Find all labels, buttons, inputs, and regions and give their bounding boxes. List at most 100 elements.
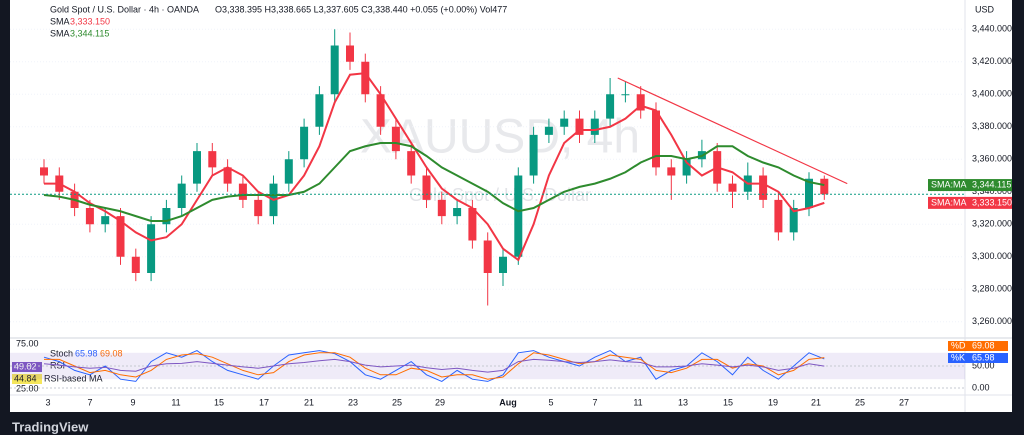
- candle-body: [85, 208, 94, 225]
- x-tick-label: 17: [259, 397, 269, 407]
- candle-body: [407, 151, 416, 176]
- osc-tag-value: 65.98: [972, 352, 995, 362]
- stoch-title: Stoch: [50, 348, 73, 358]
- sma-value: 3,344.115: [70, 28, 109, 38]
- x-tick-label: 15: [723, 397, 733, 407]
- y-tick-label: 3,380.000: [972, 121, 1012, 131]
- rsi-ma-tag: [12, 374, 42, 384]
- symbol-title: Gold Spot / U.S. Dollar · 4h · OANDA: [50, 4, 199, 14]
- trendline: [617, 77, 848, 185]
- sma-tag-name: SMA:MA: [931, 197, 967, 207]
- x-tick-label: 27: [899, 397, 909, 407]
- candle-body: [483, 240, 492, 273]
- sma-tag: [928, 196, 1012, 209]
- candle-body: [330, 45, 339, 95]
- candle-body: [208, 151, 217, 168]
- x-tick-label: 19: [768, 397, 778, 407]
- candle-body: [391, 126, 400, 152]
- candle-body: [116, 216, 125, 257]
- candle-body: [544, 126, 553, 135]
- candle-body: [575, 118, 584, 135]
- osc-line: [43, 350, 825, 382]
- candle-body: [759, 175, 768, 200]
- ohlc: O3,338.395 H3,338.665 L3,337.605 C3,338.…: [215, 4, 507, 14]
- candle-body: [514, 175, 523, 257]
- candle-body: [223, 167, 232, 184]
- rsi-ma-title: RSI-based MA: [44, 373, 103, 383]
- stoch-d: 69.08: [100, 348, 123, 358]
- candle-body: [131, 256, 140, 273]
- candle-body: [499, 256, 507, 273]
- candle-body: [820, 178, 829, 195]
- candle-body: [346, 45, 354, 62]
- x-tick-label: 9: [130, 397, 135, 407]
- panel: [10, 0, 1012, 412]
- candle-body: [529, 134, 538, 176]
- osc-tag: [948, 353, 1008, 363]
- candle-body: [667, 167, 676, 176]
- candle-body: [193, 151, 201, 184]
- candle-body: [606, 94, 615, 119]
- rsi-tag: [12, 362, 42, 372]
- candle-body: [805, 178, 813, 208]
- candle-body: [621, 94, 630, 96]
- candle-body: [300, 126, 309, 160]
- x-tick-label: 7: [87, 397, 92, 407]
- osc-line: [43, 358, 825, 373]
- candle-body: [361, 61, 370, 95]
- candle-body: [560, 118, 569, 127]
- candle-body: [315, 94, 324, 127]
- sma-tag: [928, 179, 1012, 192]
- candle-body: [376, 94, 385, 127]
- candle-body: [774, 199, 783, 233]
- x-tick-label: 15: [214, 397, 224, 407]
- brand: TradingView: [12, 419, 89, 434]
- candle-body: [590, 118, 599, 135]
- x-tick-label: 29: [435, 397, 445, 407]
- x-tick-label: 25: [392, 397, 402, 407]
- candle-body: [728, 183, 737, 192]
- osc-tag-value: 69.08: [972, 340, 995, 350]
- x-tick-label: 11: [171, 397, 180, 407]
- x-tick-label: 21: [304, 397, 314, 407]
- sma-tag-value: 3,344.115: [972, 179, 1011, 189]
- y-tick-label: 3,420.000: [972, 56, 1012, 66]
- y-tick-label: 3,260.000: [972, 316, 1012, 326]
- osc-tick-label: 0.00: [972, 382, 990, 392]
- candle-body: [101, 216, 110, 225]
- candle-body: [40, 167, 48, 176]
- candle-body: [254, 199, 263, 217]
- x-tick-label: Aug: [499, 397, 517, 407]
- candle-body: [162, 208, 171, 225]
- sma-value: 3,333.150: [70, 16, 110, 26]
- candle-body: [284, 159, 293, 184]
- watermark-sub: Gold Spot / U.S. Dollar: [409, 185, 591, 205]
- candle-body: [682, 159, 691, 176]
- osc-left-label: 75.00: [16, 338, 39, 348]
- y-tick-label: 3,440.000: [972, 24, 1012, 34]
- x-tick-label: 3: [45, 397, 50, 407]
- candle-body: [437, 199, 446, 217]
- watermark: XAUUSD, 4h: [360, 111, 640, 164]
- y-tick-label: 3,340.000: [972, 186, 1012, 196]
- sma-name: SMA: [50, 28, 70, 38]
- y-tick-label: 3,300.000: [972, 251, 1012, 261]
- y-tick-label: 3,280.000: [972, 284, 1012, 294]
- sma-tag-value: 3,333.150: [972, 197, 1012, 207]
- x-tick-label: 7: [592, 397, 597, 407]
- candle-body: [238, 183, 247, 200]
- osc-tag: [948, 341, 1008, 351]
- x-tick-label: 25: [855, 397, 865, 407]
- x-tick-label: 23: [348, 397, 358, 407]
- candle-body: [652, 110, 660, 168]
- osc-tick-label: 50.00: [972, 360, 995, 370]
- sma-name: SMA: [50, 16, 70, 26]
- x-tick-label: 21: [811, 397, 821, 407]
- osc-tag-name: %K: [951, 352, 965, 362]
- stoch-k: 65.98: [75, 348, 98, 358]
- y-tick-label: 3,400.000: [972, 89, 1012, 99]
- osc-line: [44, 352, 825, 380]
- candle-body: [789, 208, 798, 233]
- sma-tag-name: SMA:MA: [931, 179, 967, 189]
- sma-line: [43, 142, 825, 222]
